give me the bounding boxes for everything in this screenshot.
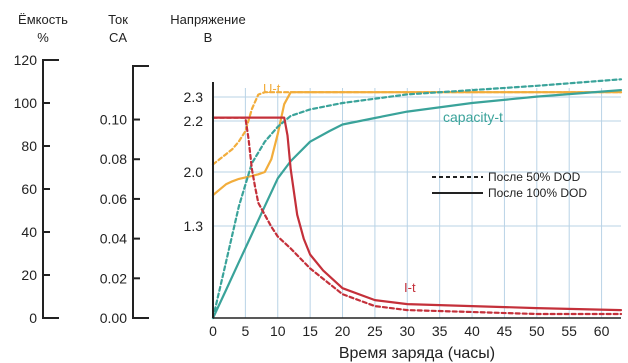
voltage-50-dod-line — [211, 91, 623, 166]
capacity-100-dod-line — [211, 88, 623, 320]
x-tick-2: 10 — [270, 323, 286, 339]
voltage-100-dod-line — [211, 91, 623, 197]
x-tick-6: 30 — [399, 323, 415, 339]
x-tick-12: 60 — [594, 323, 610, 339]
voltage-curve-label: U-t — [263, 81, 281, 96]
capacity-tick-1: 20 — [21, 267, 37, 283]
capacity-50-dod-line — [211, 78, 623, 320]
voltage-tick-1: 2.0 — [184, 164, 204, 180]
voltage-tick-3: 2.3 — [184, 89, 204, 105]
x-tick-7: 35 — [432, 323, 448, 339]
capacity-tick-4: 80 — [21, 138, 37, 154]
voltage-tick-0: 1.3 — [184, 218, 204, 234]
x-tick-8: 40 — [464, 323, 480, 339]
legend: После 50% DOD После 100% DOD — [432, 170, 587, 200]
current-axis-line — [132, 64, 149, 319]
capacity-tick-3: 60 — [21, 181, 37, 197]
voltage-axis-title-line2: B — [204, 30, 213, 45]
x-axis-title: Время заряда (часы) — [339, 345, 495, 362]
current-tick-4: 0.08 — [100, 151, 127, 167]
current-50-dod-line — [211, 116, 623, 316]
x-tick-11: 55 — [561, 323, 577, 339]
x-tick-0: 0 — [209, 323, 217, 339]
current-tick-5: 0.10 — [100, 112, 127, 128]
current-curve-label: I-t — [404, 280, 416, 295]
x-tick-4: 20 — [335, 323, 351, 339]
current-100-dod-line — [211, 116, 623, 312]
current-tick-2: 0.04 — [100, 231, 127, 247]
legend-label-100: После 100% DOD — [488, 186, 587, 200]
grid — [213, 88, 621, 318]
capacity-tick-0: 0 — [29, 310, 37, 326]
curves — [211, 78, 623, 320]
x-tick-5: 25 — [367, 323, 383, 339]
capacity-tick-2: 40 — [21, 224, 37, 240]
capacity-axis-title-line2: % — [37, 30, 49, 45]
x-tick-10: 50 — [529, 323, 545, 339]
x-tick-3: 15 — [302, 323, 318, 339]
capacity-tick-5: 100 — [14, 95, 38, 111]
legend-label-50: После 50% DOD — [488, 170, 581, 184]
x-tick-1: 5 — [241, 323, 249, 339]
x-tick-9: 45 — [497, 323, 513, 339]
current-tick-0: 0.00 — [100, 310, 127, 326]
current-tick-1: 0.02 — [100, 270, 127, 286]
capacity-curve-label: capacity-t — [443, 109, 503, 125]
voltage-axis-title-line1: Напряжение — [170, 12, 245, 27]
capacity-tick-6: 120 — [14, 52, 38, 68]
voltage-tick-2: 2.2 — [184, 113, 204, 129]
current-axis-title-line1: Ток — [108, 12, 128, 27]
capacity-axis-title-line1: Ёмкость — [18, 12, 68, 27]
axes — [42, 59, 621, 319]
tick-labels: 0204060801001200.000.020.040.060.080.101… — [14, 52, 610, 339]
current-axis-title-line2: CA — [109, 30, 127, 45]
current-tick-3: 0.06 — [100, 191, 127, 207]
